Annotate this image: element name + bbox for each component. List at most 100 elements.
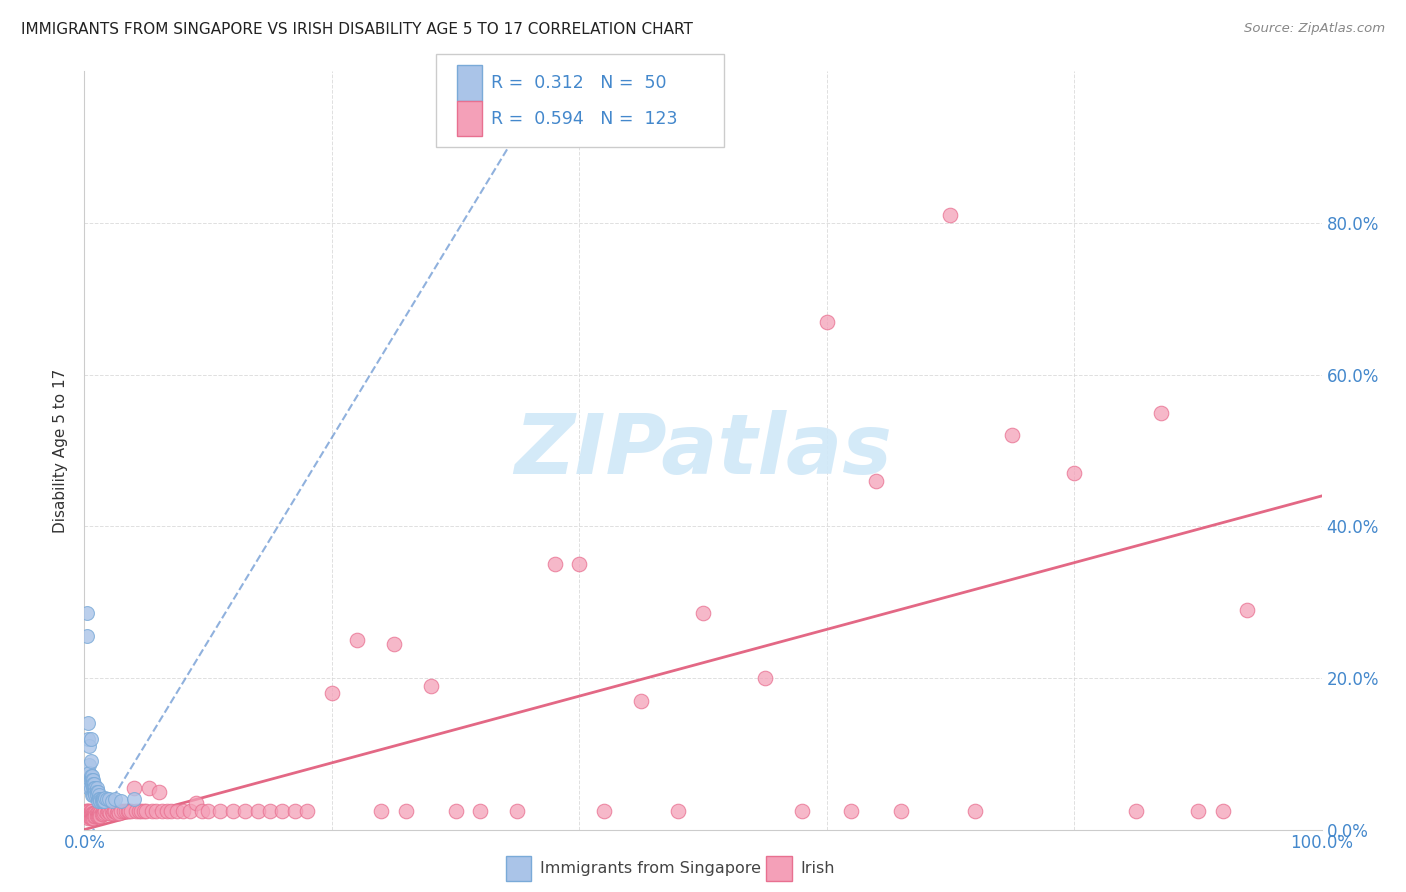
Text: ZIPatlas: ZIPatlas bbox=[515, 410, 891, 491]
Point bbox=[129, 804, 152, 818]
Point bbox=[222, 804, 245, 818]
Point bbox=[84, 809, 107, 823]
Point bbox=[103, 804, 125, 818]
Point bbox=[790, 804, 813, 818]
Point bbox=[89, 792, 111, 806]
Point bbox=[96, 792, 118, 806]
Point bbox=[84, 789, 107, 803]
Point bbox=[80, 777, 103, 791]
Point bbox=[122, 780, 145, 795]
Point bbox=[90, 807, 112, 822]
Point bbox=[84, 780, 107, 795]
Point bbox=[79, 731, 101, 746]
Point bbox=[87, 785, 110, 799]
Point bbox=[125, 804, 148, 818]
Point bbox=[104, 804, 127, 818]
Point bbox=[82, 773, 104, 788]
Point bbox=[191, 804, 214, 818]
Point bbox=[75, 809, 97, 823]
Point bbox=[83, 780, 105, 795]
Point bbox=[115, 804, 138, 818]
Point bbox=[89, 809, 111, 823]
Point bbox=[145, 804, 167, 818]
Point bbox=[104, 792, 127, 806]
Point bbox=[1063, 467, 1085, 481]
Point bbox=[80, 789, 103, 803]
Point bbox=[100, 804, 122, 818]
Point bbox=[1187, 804, 1209, 818]
Point bbox=[444, 804, 467, 818]
Point bbox=[77, 804, 100, 818]
Point bbox=[295, 804, 318, 818]
Point bbox=[80, 811, 103, 825]
Point bbox=[1212, 804, 1234, 818]
Point bbox=[890, 804, 912, 818]
Point bbox=[80, 773, 103, 788]
Point bbox=[80, 769, 103, 784]
Point bbox=[90, 792, 112, 806]
Point bbox=[122, 792, 145, 806]
Point bbox=[94, 804, 117, 818]
Point bbox=[86, 785, 108, 799]
Point bbox=[841, 804, 863, 818]
Point bbox=[79, 804, 101, 818]
Point bbox=[128, 804, 150, 818]
Point bbox=[89, 794, 111, 808]
Point bbox=[271, 804, 294, 818]
Point bbox=[470, 804, 492, 818]
Point bbox=[754, 671, 776, 685]
Point bbox=[80, 804, 103, 818]
Point bbox=[1150, 405, 1173, 420]
Point bbox=[83, 805, 105, 820]
Point bbox=[184, 796, 207, 810]
Point bbox=[79, 807, 101, 822]
Point bbox=[79, 755, 101, 769]
Point bbox=[98, 792, 121, 806]
Point bbox=[939, 209, 962, 223]
Point bbox=[79, 804, 101, 818]
Point bbox=[89, 805, 111, 820]
Point bbox=[382, 637, 405, 651]
Point bbox=[79, 780, 101, 795]
Point bbox=[865, 474, 887, 488]
Point bbox=[89, 807, 111, 822]
Point bbox=[76, 807, 98, 822]
Point bbox=[76, 804, 98, 818]
Point bbox=[82, 811, 104, 825]
Point bbox=[75, 804, 97, 818]
Point bbox=[79, 739, 101, 753]
Point bbox=[98, 805, 121, 820]
Point bbox=[692, 607, 714, 621]
Text: Irish: Irish bbox=[800, 862, 835, 876]
Point bbox=[86, 780, 108, 795]
Point bbox=[89, 809, 111, 823]
Text: Immigrants from Singapore: Immigrants from Singapore bbox=[540, 862, 761, 876]
Point bbox=[80, 807, 103, 822]
Point bbox=[86, 805, 108, 820]
Point bbox=[89, 792, 111, 806]
Point bbox=[135, 804, 157, 818]
Point bbox=[150, 804, 173, 818]
Point bbox=[79, 811, 101, 825]
Point bbox=[105, 805, 128, 820]
Point bbox=[107, 804, 129, 818]
Point bbox=[110, 804, 132, 818]
Point bbox=[100, 794, 122, 808]
Point bbox=[77, 773, 100, 788]
Point bbox=[89, 789, 111, 803]
Point bbox=[87, 794, 110, 808]
Point bbox=[77, 809, 100, 823]
Point bbox=[284, 804, 307, 818]
Point bbox=[141, 804, 163, 818]
Text: R =  0.594   N =  123: R = 0.594 N = 123 bbox=[491, 110, 678, 128]
Point bbox=[370, 804, 392, 818]
Point bbox=[94, 790, 117, 805]
Point bbox=[83, 777, 105, 791]
Text: R =  0.312   N =  50: R = 0.312 N = 50 bbox=[491, 74, 666, 92]
Point bbox=[197, 804, 219, 818]
Point bbox=[87, 792, 110, 806]
Point bbox=[156, 804, 179, 818]
Point bbox=[83, 785, 105, 799]
Point bbox=[666, 804, 689, 818]
Point bbox=[1125, 804, 1147, 818]
